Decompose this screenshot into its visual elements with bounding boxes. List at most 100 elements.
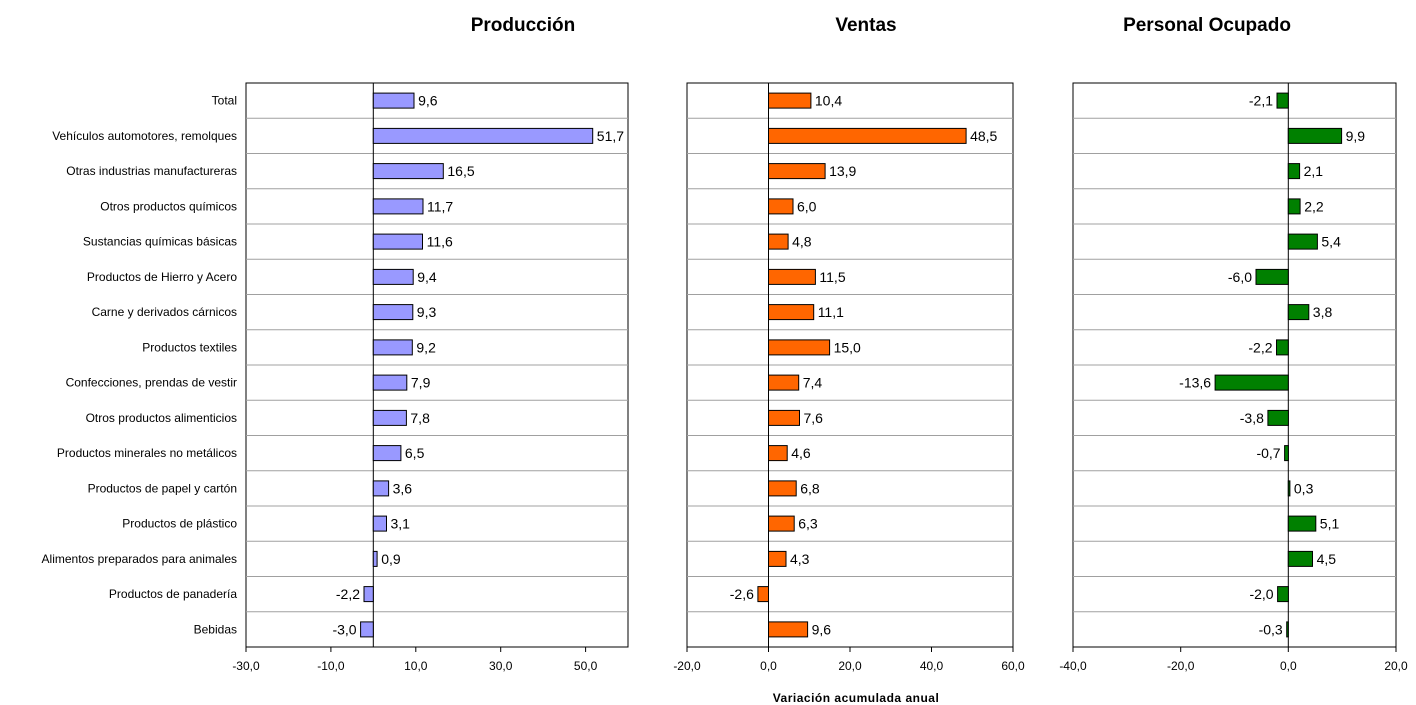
bar: [768, 198, 794, 215]
data-label: -2,2: [336, 586, 360, 602]
data-label: -2,6: [730, 586, 754, 602]
data-label: 3,6: [393, 480, 413, 496]
tick-label: -40,0: [1059, 659, 1087, 673]
bar: [1287, 198, 1301, 215]
bar: [768, 304, 815, 321]
data-label: -2,0: [1249, 586, 1273, 602]
bar: [1287, 163, 1301, 180]
bar: [768, 445, 788, 462]
bar: [1287, 550, 1314, 567]
panel-title: Personal Ocupado: [1123, 15, 1291, 36]
data-label: 7,8: [410, 410, 430, 426]
category-label: Productos de panadería: [109, 587, 237, 601]
tick-label: 40,0: [920, 659, 944, 673]
category-label: Confecciones, prendas de vestir: [66, 376, 237, 390]
data-label: 4,3: [790, 551, 810, 567]
data-label: 9,6: [418, 93, 438, 109]
data-label: 9,9: [1346, 128, 1366, 144]
tick-label: 60,0: [1001, 659, 1025, 673]
bar: [1284, 445, 1289, 462]
bar: [1287, 127, 1343, 144]
bar: [1276, 92, 1289, 109]
bar: [768, 515, 795, 532]
bar: [372, 92, 415, 109]
data-label: 5,4: [1321, 234, 1341, 250]
panel-0: -30,0 -10,0 10,0 30,0 50,0 9,6 51,7 16,5 11,7 11,…: [232, 82, 629, 673]
data-label: -6,0: [1228, 269, 1252, 285]
category-label: Total: [212, 94, 237, 108]
tick-label: 10,0: [404, 659, 428, 673]
bar: [372, 550, 378, 567]
panel-title: Ventas: [835, 15, 896, 36]
data-label: 15,0: [834, 339, 861, 355]
bar: [1287, 480, 1291, 497]
bar: [372, 127, 594, 144]
data-label: 6,0: [797, 198, 817, 214]
bar: [757, 586, 770, 603]
data-label: 10,4: [815, 93, 842, 109]
bar: [1286, 621, 1289, 638]
data-label: 9,2: [416, 339, 436, 355]
data-label: -3,0: [332, 621, 356, 637]
data-label: 48,5: [970, 128, 997, 144]
bar: [372, 233, 423, 250]
data-label: 11,6: [427, 234, 453, 250]
data-label: 4,8: [792, 234, 812, 250]
x-axis-label: Variación acumulada anual: [773, 691, 940, 705]
tick-label: 20,0: [1384, 659, 1408, 673]
bar: [768, 550, 787, 567]
bar: [768, 339, 831, 356]
data-label: -2,2: [1248, 339, 1272, 355]
data-label: 6,8: [800, 480, 820, 496]
data-label: 2,2: [1304, 198, 1324, 214]
category-label: Alimentos preparados para animales: [42, 552, 237, 566]
data-label: 11,5: [819, 269, 845, 285]
bar: [1276, 339, 1289, 356]
bar: [372, 480, 390, 497]
bar: [1214, 374, 1289, 391]
bar: [768, 268, 816, 285]
data-label: -0,7: [1256, 445, 1280, 461]
tick-label: -10,0: [317, 659, 345, 673]
category-label: Otros productos químicos: [100, 199, 237, 213]
bar: [768, 409, 800, 426]
data-label: 0,3: [1294, 480, 1314, 496]
data-label: 11,7: [427, 198, 453, 214]
data-label: 6,5: [405, 445, 425, 461]
data-label: 51,7: [597, 128, 624, 144]
data-label: 9,4: [417, 269, 437, 285]
bar: [768, 374, 800, 391]
data-label: 9,3: [417, 304, 437, 320]
data-label: 2,1: [1304, 163, 1324, 179]
bar: [372, 515, 387, 532]
bar: [768, 621, 809, 638]
data-label: -0,3: [1259, 621, 1283, 637]
data-label: -13,6: [1179, 375, 1211, 391]
category-label: Sustancias químicas básicas: [83, 235, 237, 249]
bar: [768, 163, 826, 180]
bar: [372, 198, 424, 215]
data-label: 6,3: [798, 516, 818, 532]
bar: [372, 409, 407, 426]
data-label: -3,8: [1240, 410, 1264, 426]
bar: [1287, 233, 1318, 250]
bar: [360, 621, 374, 638]
data-label: 0,9: [381, 551, 401, 567]
category-label: Otras industrias manufactureras: [66, 164, 237, 178]
panel-title: Producción: [471, 15, 576, 36]
data-label: 4,5: [1317, 551, 1337, 567]
bar: [372, 374, 408, 391]
bar: [363, 586, 374, 603]
category-label: Bebidas: [194, 622, 237, 636]
bar: [768, 127, 967, 144]
data-label: 7,9: [411, 375, 431, 391]
tick-label: 0,0: [1280, 659, 1297, 673]
bar: [1287, 515, 1317, 532]
bar: [372, 163, 444, 180]
data-label: 13,9: [829, 163, 856, 179]
bar: [1255, 268, 1289, 285]
bar: [768, 480, 797, 497]
bar: [372, 445, 402, 462]
bar: [768, 92, 812, 109]
data-label: -2,1: [1249, 93, 1273, 109]
